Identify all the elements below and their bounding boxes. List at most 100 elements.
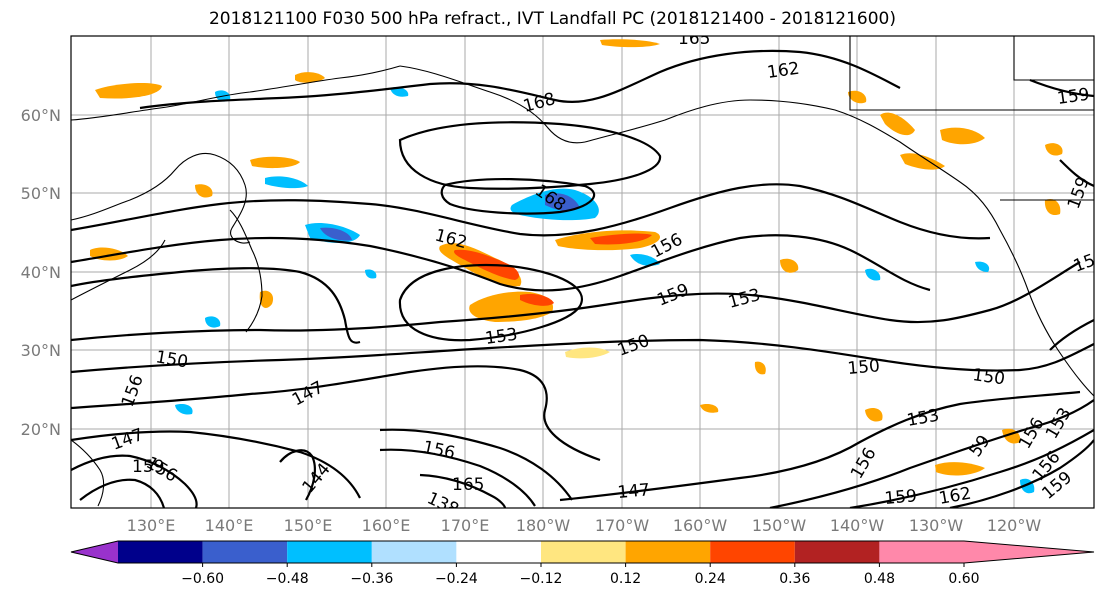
contour-label: 15	[1071, 251, 1098, 277]
contour-line	[279, 449, 316, 501]
contour-line	[1029, 78, 1094, 98]
shading-blob	[1045, 143, 1063, 156]
shading-blob	[630, 254, 660, 266]
colorbar-segment	[794, 541, 880, 563]
colorbar-ticks	[202, 563, 965, 567]
colorbar-tick-label: −0.12	[520, 571, 563, 587]
colorbar-segment	[456, 541, 541, 563]
contour-line	[398, 263, 583, 342]
border-alaska	[849, 36, 1094, 111]
shading-blob	[259, 290, 274, 308]
contour-line	[440, 178, 596, 215]
colorbar-segment	[118, 541, 203, 563]
contour-label: 150	[971, 365, 1006, 389]
contour-line	[71, 267, 361, 344]
colorbar-segment	[710, 541, 795, 563]
shading-blob	[935, 462, 985, 476]
colorbar: −0.60 −0.48 −0.36 −0.24 −0.12 0.12 0.24 …	[70, 540, 1095, 587]
contour-line	[379, 428, 573, 501]
shading-blob	[175, 404, 193, 415]
contour-label: 147	[617, 480, 651, 503]
contour-line	[849, 429, 1094, 508]
shading-blob	[1044, 198, 1061, 216]
contour-labels: 165 162 159 168 168 162 156 159 153 153 …	[109, 36, 1098, 509]
colorbar-segment	[287, 541, 372, 563]
border-canada	[1013, 36, 1094, 81]
contour-line	[379, 448, 536, 507]
lon-label-150e: 150°E	[284, 516, 333, 535]
coastlines	[71, 36, 1094, 507]
colorbar-tick-label: −0.48	[266, 571, 309, 587]
shading-blob	[848, 90, 867, 104]
contour-line	[71, 261, 1081, 342]
shading-blob	[590, 233, 652, 245]
shading-blob	[900, 153, 945, 170]
lon-label-130w: 130°W	[909, 516, 964, 535]
colorbar-tick-label: −0.36	[350, 571, 393, 587]
contour-line	[419, 473, 507, 508]
colorbar-outline	[70, 540, 1095, 564]
colorbar-segment	[541, 541, 626, 563]
shading-blob	[95, 83, 162, 99]
colorbar-segment	[625, 541, 711, 563]
shading-blob	[780, 258, 799, 273]
colorbar-segment	[371, 541, 457, 563]
latitude-labels: 60°N 50°N 40°N 30°N 20°N	[21, 106, 61, 439]
colorbar-tick-label: 0.48	[864, 571, 895, 587]
shading-blob	[754, 361, 766, 375]
shading-blob	[320, 227, 352, 241]
shading-blob	[865, 268, 881, 281]
contour-label: 159	[132, 457, 164, 477]
shading-blob	[265, 176, 308, 189]
lon-label-170w: 170°W	[595, 516, 650, 535]
contour-line	[1059, 159, 1094, 188]
contour-line	[71, 430, 361, 499]
lon-label-180w: 180°W	[516, 516, 571, 535]
contour-label: 165	[452, 475, 484, 495]
lat-label-50n: 50°N	[21, 184, 61, 203]
contour-line	[71, 338, 1094, 374]
shading-blob	[545, 193, 580, 212]
colorbar-tick-label: 0.36	[779, 571, 810, 587]
contour-line	[71, 234, 931, 292]
lon-label-160e: 160°E	[362, 516, 411, 535]
lon-label-150w: 150°W	[752, 516, 807, 535]
contour-line	[1049, 319, 1094, 351]
colorbar-segment	[879, 541, 964, 563]
contour-label: 159	[884, 486, 918, 509]
contour-line	[559, 390, 1081, 502]
coastline-north-america	[584, 99, 1094, 397]
colorbar-tick-label: 0.60	[948, 571, 979, 587]
contour-line	[79, 478, 166, 508]
figure-title: 2018121100 F030 500 hPa refract., IVT La…	[208, 9, 896, 29]
contour-line	[71, 365, 601, 462]
contour-label: 150	[847, 356, 881, 379]
negative-shading	[175, 87, 1035, 494]
contour-line	[139, 49, 901, 110]
coastline-alaska	[399, 65, 586, 144]
colorbar-tick-label: −0.24	[435, 571, 478, 587]
coastline-china	[71, 239, 166, 301]
contour-line	[71, 454, 198, 508]
lat-label-20n: 20°N	[21, 420, 61, 439]
colorbar-tick-label: −0.60	[181, 571, 224, 587]
coastline-japan	[229, 209, 263, 333]
colorbar-tick-label: 0.12	[610, 571, 641, 587]
colorbar-extend-min	[71, 541, 118, 563]
shading-blob	[565, 347, 610, 359]
shading-blob	[865, 408, 883, 422]
shading-blob	[195, 184, 213, 198]
shading-blob	[295, 72, 325, 83]
contour-lines	[71, 49, 1094, 508]
colorbar-tick-labels: −0.60 −0.48 −0.36 −0.24 −0.12 0.12 0.24 …	[181, 571, 979, 587]
lon-label-170e: 170°E	[441, 516, 490, 535]
shading-blob	[940, 127, 985, 145]
contour-label: 162	[766, 59, 801, 83]
lon-label-140e: 140°E	[205, 516, 254, 535]
colorbar-segment	[202, 541, 288, 563]
colorbar-tick-label: 0.24	[695, 571, 726, 587]
contour-line	[398, 121, 662, 190]
lon-label-130e: 130°E	[127, 516, 176, 535]
shading-blob	[975, 261, 990, 272]
